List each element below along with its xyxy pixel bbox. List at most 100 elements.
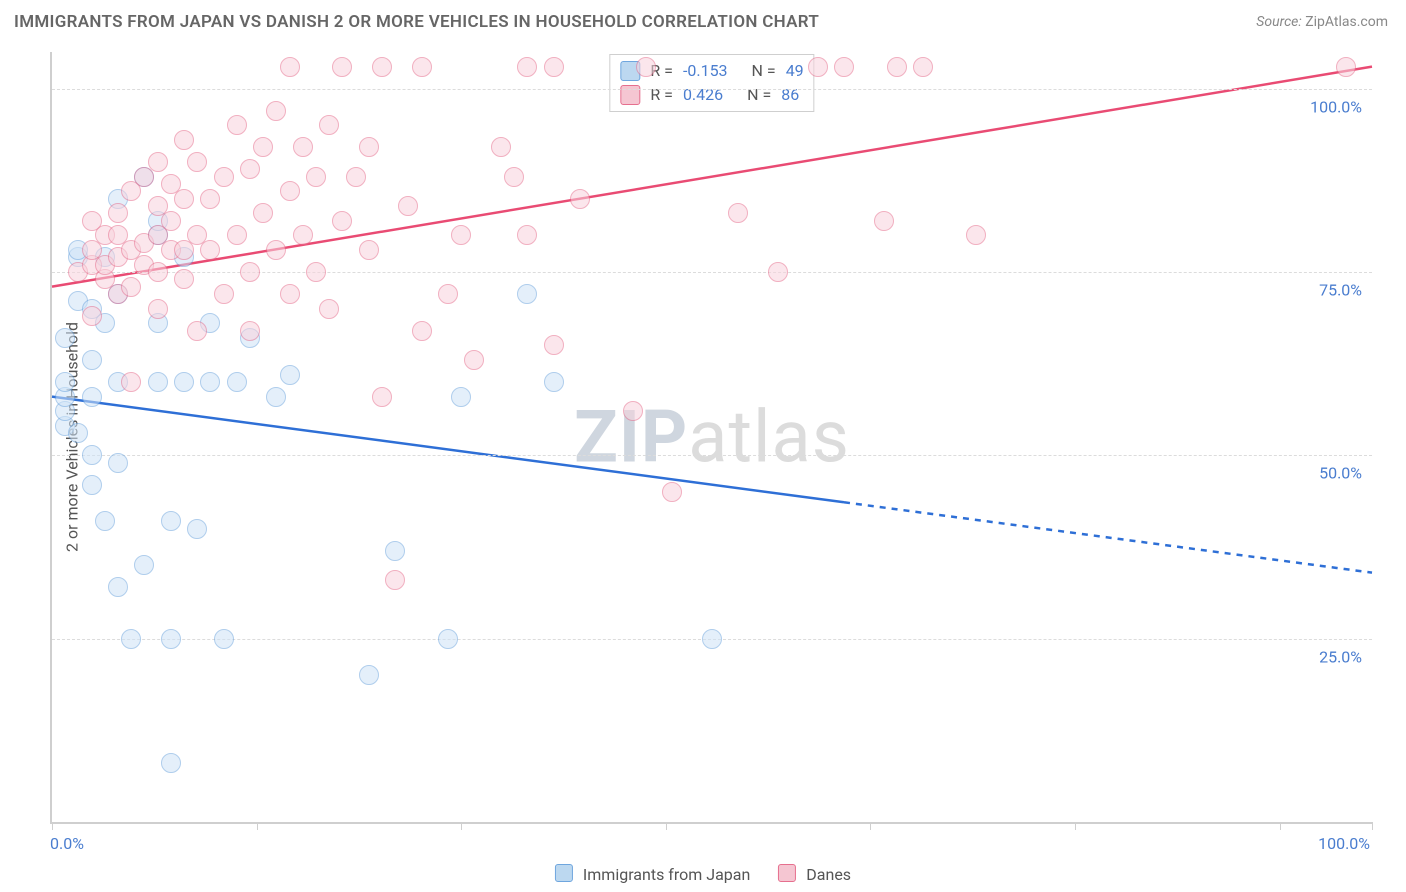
data-point-japan [82, 475, 102, 495]
data-point-japan [174, 372, 194, 392]
data-point-japan [55, 328, 75, 348]
data-point-danes [174, 269, 194, 289]
data-point-danes [808, 57, 828, 77]
data-point-danes [253, 137, 273, 157]
data-point-danes [834, 57, 854, 77]
stats-N-japan: 49 [786, 59, 804, 83]
stats-N-label: N = [747, 83, 771, 107]
x-tick [257, 822, 258, 830]
data-point-japan [385, 541, 405, 561]
data-point-japan [108, 453, 128, 473]
data-point-danes [148, 152, 168, 172]
data-point-danes [174, 189, 194, 209]
data-point-danes [451, 225, 471, 245]
data-point-danes [412, 321, 432, 341]
data-point-japan [517, 284, 537, 304]
data-point-danes [359, 137, 379, 157]
data-point-japan [200, 372, 220, 392]
data-point-danes [293, 137, 313, 157]
data-point-danes [280, 181, 300, 201]
data-point-danes [306, 167, 326, 187]
data-point-danes [332, 57, 352, 77]
data-point-danes [438, 284, 458, 304]
x-tick [1075, 822, 1076, 830]
data-point-japan [82, 350, 102, 370]
data-point-japan [55, 372, 75, 392]
data-point-danes [240, 262, 260, 282]
data-point-danes [187, 321, 207, 341]
data-point-danes [913, 57, 933, 77]
data-point-japan [266, 387, 286, 407]
source-label: Source: [1256, 14, 1301, 30]
data-point-danes [874, 211, 894, 231]
data-point-danes [82, 306, 102, 326]
data-point-japan [161, 629, 181, 649]
data-point-japan [68, 423, 88, 443]
stats-N-label: N = [752, 59, 776, 83]
legend-label-danes: Danes [806, 865, 851, 884]
data-point-danes [280, 284, 300, 304]
data-point-danes [517, 225, 537, 245]
data-point-danes [227, 115, 247, 135]
data-point-danes [174, 130, 194, 150]
data-point-danes [966, 225, 986, 245]
source-credit: Source: ZipAtlas.com [1256, 14, 1388, 30]
data-point-japan [544, 372, 564, 392]
data-point-japan [161, 511, 181, 531]
stats-row-danes: R = 0.426 N = 86 [620, 83, 803, 107]
data-point-danes [412, 57, 432, 77]
data-point-danes [636, 57, 656, 77]
watermark: ZIPatlas [574, 395, 850, 480]
x-tick [666, 822, 667, 830]
data-point-japan [187, 519, 207, 539]
data-point-japan [438, 629, 458, 649]
y-tick-label: 25.0% [1319, 647, 1362, 666]
gridline [52, 89, 1372, 90]
trend-line-japan [52, 397, 844, 503]
data-point-japan [108, 577, 128, 597]
data-point-danes [662, 482, 682, 502]
watermark-rest: atlas [688, 395, 850, 480]
legend-item-japan: Immigrants from Japan [555, 864, 750, 884]
data-point-danes [214, 284, 234, 304]
data-point-japan [121, 629, 141, 649]
data-point-danes [293, 225, 313, 245]
data-point-danes [319, 115, 339, 135]
data-point-danes [544, 335, 564, 355]
data-point-japan [148, 372, 168, 392]
x-tick [461, 822, 462, 830]
data-point-danes [240, 321, 260, 341]
data-point-danes [346, 167, 366, 187]
data-point-danes [266, 240, 286, 260]
data-point-danes [332, 211, 352, 231]
data-point-danes [517, 57, 537, 77]
data-point-danes [728, 203, 748, 223]
data-point-danes [768, 262, 788, 282]
data-point-danes [121, 372, 141, 392]
data-point-danes [306, 262, 326, 282]
data-point-danes [240, 159, 260, 179]
data-point-japan [82, 387, 102, 407]
data-point-danes [464, 350, 484, 370]
data-point-danes [372, 387, 392, 407]
stats-R-danes: 0.426 [683, 83, 723, 107]
data-point-danes [280, 57, 300, 77]
data-point-danes [266, 101, 286, 121]
chart-area: 2 or more Vehicles in Household ZIPatlas… [50, 52, 1372, 824]
data-point-danes [359, 240, 379, 260]
page-title: IMMIGRANTS FROM JAPAN VS DANISH 2 OR MOR… [14, 12, 819, 32]
legend-swatch-danes [778, 864, 796, 882]
data-point-danes [1336, 57, 1356, 77]
data-point-danes [148, 262, 168, 282]
data-point-danes [504, 167, 524, 187]
data-point-japan [702, 629, 722, 649]
stats-R-japan: -0.153 [683, 59, 728, 83]
data-point-japan [451, 387, 471, 407]
data-point-danes [623, 401, 643, 421]
data-point-danes [570, 189, 590, 209]
y-tick-label: 100.0% [1310, 97, 1362, 116]
data-point-danes [319, 299, 339, 319]
stats-R-label: R = [650, 83, 673, 107]
data-point-japan [82, 445, 102, 465]
source-value: ZipAtlas.com [1305, 14, 1388, 30]
